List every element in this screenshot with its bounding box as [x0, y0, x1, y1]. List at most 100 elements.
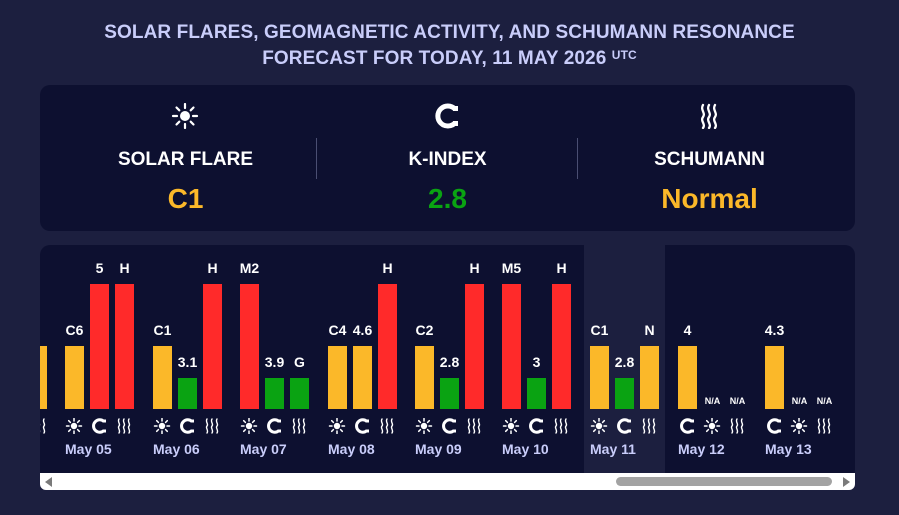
chart-bar	[203, 284, 222, 409]
scroll-thumb[interactable]	[616, 477, 832, 486]
chart-bar	[65, 346, 84, 409]
summary-k-index: K-INDEX 2.8	[312, 85, 583, 231]
date-label: May 09	[415, 441, 462, 457]
bar-label: 4.3	[764, 322, 785, 338]
bar-label: N/A	[704, 396, 721, 406]
chart-bar	[178, 378, 197, 409]
bar-label: N/A	[729, 396, 746, 406]
bar-label: H	[382, 260, 393, 276]
schumann-value: Normal	[661, 183, 758, 214]
chart-bar	[353, 346, 372, 409]
bar-label: 4	[683, 322, 692, 338]
sun-icon	[415, 418, 433, 434]
magnet-icon	[767, 418, 781, 434]
timeline-chart[interactable]: C6 5 H May 05 C1 3.1 H May 06 M2 3.9 G May 07 C4 4.6 H…	[40, 245, 855, 473]
chart-bar	[115, 284, 134, 409]
date-label: May 12	[678, 441, 725, 457]
horizontal-scrollbar[interactable]	[40, 473, 855, 490]
chart-bar	[590, 346, 609, 409]
divider	[316, 138, 317, 179]
magnet-icon	[355, 418, 369, 434]
sun-icon	[590, 418, 608, 434]
sun-icon	[502, 418, 520, 434]
chart-bar	[552, 284, 571, 409]
date-label: May 13	[765, 441, 812, 457]
divider	[577, 138, 578, 179]
chart-bar	[415, 346, 434, 409]
sun-icon	[171, 103, 199, 129]
chart-bar	[765, 346, 784, 409]
date-label: May 06	[153, 441, 200, 457]
bar-label: 3.9	[264, 354, 285, 370]
bar-label: C2	[415, 322, 434, 338]
title-line-2: FORECAST FOR TODAY, 11 MAY 2026 UTC	[262, 48, 637, 69]
waves-icon	[554, 418, 568, 434]
sun-icon	[240, 418, 258, 434]
bar-label: 3.1	[177, 354, 198, 370]
waves-icon	[117, 418, 131, 434]
summary-panel: SOLAR FLARE C1 K-INDEX 2.8 SCHUMANN Norm…	[40, 85, 855, 231]
schumann-label: SCHUMANN	[654, 149, 765, 170]
waves-icon	[730, 418, 744, 434]
chart-bar	[678, 346, 697, 409]
bar-label: C1	[153, 322, 172, 338]
page-title: SOLAR FLARES, GEOMAGNETIC ACTIVITY, AND …	[0, 20, 899, 72]
summary-solar-flare: SOLAR FLARE C1	[50, 85, 321, 231]
bar-label: 4.6	[352, 322, 373, 338]
magnet-icon	[680, 418, 694, 434]
bar-label: 2.8	[614, 354, 635, 370]
chart-bar	[240, 284, 259, 409]
chart-bar	[290, 378, 309, 409]
date-label: May 05	[65, 441, 112, 457]
date-label: May 08	[328, 441, 375, 457]
title-line-1: SOLAR FLARES, GEOMAGNETIC ACTIVITY, AND …	[104, 22, 795, 43]
summary-schumann: SCHUMANN Normal	[574, 85, 845, 231]
chart-bar	[440, 378, 459, 409]
bar-label: H	[207, 260, 218, 276]
solar-flare-label: SOLAR FLARE	[117, 149, 254, 170]
bar-label: C4	[328, 322, 347, 338]
sun-icon	[703, 418, 721, 434]
bar-label: M2	[239, 260, 260, 276]
magnet-icon	[180, 418, 194, 434]
bar-label: 3	[532, 354, 541, 370]
waves-icon	[292, 418, 306, 434]
magnet-icon	[442, 418, 456, 434]
chart-bar	[640, 346, 659, 409]
k-index-value: 2.8	[428, 183, 467, 214]
bar-label: 2.8	[439, 354, 460, 370]
scroll-right-icon[interactable]	[843, 477, 850, 487]
bar-label: N/A	[816, 396, 833, 406]
sun-icon	[790, 418, 808, 434]
bar-label: 5	[95, 260, 104, 276]
bar-label: G	[294, 354, 305, 370]
chart-bar	[40, 346, 47, 409]
solar-flare-value: C1	[167, 183, 204, 214]
chart-bar	[465, 284, 484, 409]
magnet-icon	[617, 418, 631, 434]
waves-icon	[205, 418, 219, 434]
chart-bar	[328, 346, 347, 409]
waves-icon	[642, 418, 656, 434]
bar-label: H	[119, 260, 130, 276]
magnet-icon	[92, 418, 106, 434]
k-index-label: K-INDEX	[408, 149, 487, 170]
sun-icon	[65, 418, 83, 434]
waves-icon	[40, 418, 46, 434]
bar-label: C1	[590, 322, 609, 338]
waves-icon	[701, 103, 717, 129]
chart-bar	[378, 284, 397, 409]
sun-icon	[328, 418, 346, 434]
scroll-left-icon[interactable]	[45, 477, 52, 487]
chart-bar	[265, 378, 284, 409]
magnet-icon	[267, 418, 281, 434]
chart-bar	[615, 378, 634, 409]
utc-label: UTC	[611, 48, 637, 62]
bar-label: N/A	[791, 396, 808, 406]
date-label: May 07	[240, 441, 287, 457]
sun-icon	[153, 418, 171, 434]
bar-label: H	[556, 260, 567, 276]
bar-label: N	[644, 322, 655, 338]
waves-icon	[380, 418, 394, 434]
chart-bar	[502, 284, 521, 409]
